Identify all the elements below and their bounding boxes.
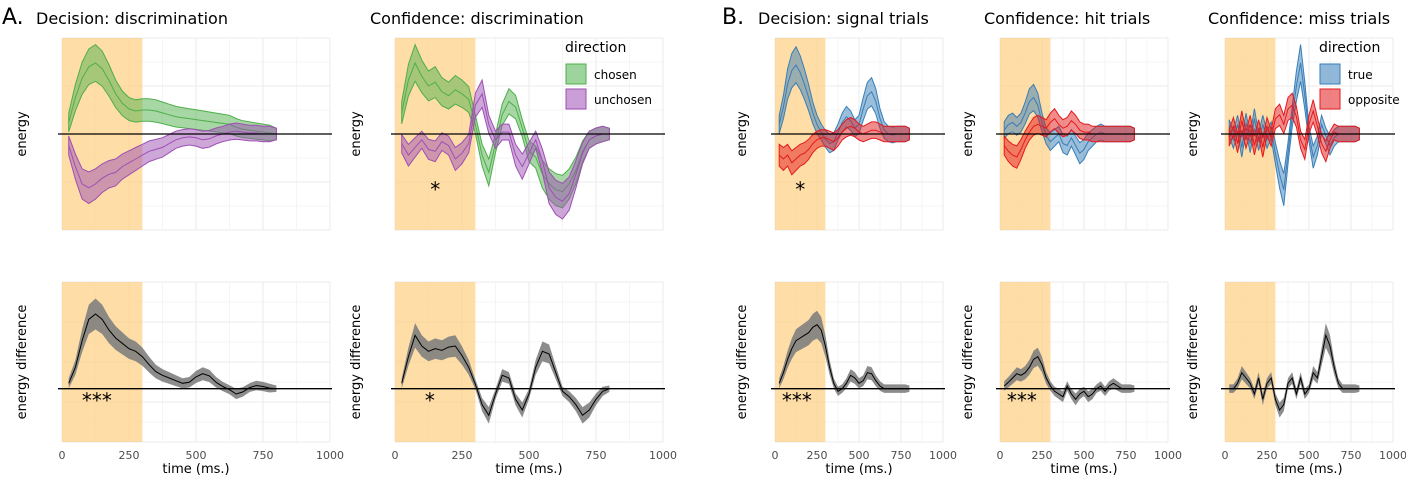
x-tick-label: 1000 xyxy=(929,449,957,462)
x-tick-label: 0 xyxy=(772,449,779,462)
chart-grid: Decision: discrimination energy * Confidenc… xyxy=(15,9,1406,477)
series-line xyxy=(401,92,610,202)
legend-label-true: true xyxy=(1348,68,1373,82)
x-tick-label: 500 xyxy=(849,449,870,462)
y-axis-label: energy xyxy=(735,111,750,157)
chart-panel: * energy difference 0 250 500 750 1000 time (ms… xyxy=(349,281,677,477)
y-axis-label: energy difference xyxy=(735,305,750,420)
series-ribbon xyxy=(401,323,610,424)
series-ribbon xyxy=(1004,347,1135,406)
chart-panel: * Confidence: discrimination energy xyxy=(349,9,665,231)
x-tick-label: 250 xyxy=(452,449,473,462)
y-axis-label: energy xyxy=(1186,111,1201,157)
analysis-window xyxy=(775,282,826,442)
legend-key-chosen xyxy=(565,63,587,85)
significance-annotation: *** xyxy=(82,388,112,412)
x-axis-label: time (ms.) xyxy=(162,462,229,477)
x-tick-label: 750 xyxy=(1341,449,1362,462)
chart-panel: *** energy difference 0 250 500 750 1000 time (… xyxy=(15,281,344,477)
y-axis-label: energy difference xyxy=(961,305,976,420)
chart-panel: Decision: discrimination energy xyxy=(15,9,332,231)
chart-panel: Confidence: hit trials energy xyxy=(961,9,1170,231)
legend-title: direction xyxy=(1319,40,1380,56)
analysis-window xyxy=(1225,282,1276,442)
legend-label-chosen: chosen xyxy=(594,68,637,82)
x-tick-label: 0 xyxy=(59,449,66,462)
panel-title: Decision: discrimination xyxy=(36,9,228,28)
legend-key-true xyxy=(1319,63,1341,85)
legend-label-opposite: opposite xyxy=(1348,93,1400,107)
y-axis-label: energy xyxy=(349,111,364,157)
x-tick-label: 750 xyxy=(253,449,274,462)
x-tick-label: 1000 xyxy=(1154,449,1182,462)
significance-annotation: * xyxy=(795,177,805,201)
x-tick-label: 500 xyxy=(1299,449,1320,462)
significance-annotation: *** xyxy=(782,388,812,412)
x-tick-label: 500 xyxy=(186,449,207,462)
significance-annotation: * xyxy=(425,388,435,412)
y-axis-label: energy difference xyxy=(15,305,30,420)
significance-annotation: * xyxy=(430,177,440,201)
x-tick-label: 0 xyxy=(1222,449,1229,462)
panel-label-b: B. xyxy=(722,5,744,30)
legend-key-opposite xyxy=(1319,88,1341,110)
x-tick-label: 250 xyxy=(1032,449,1053,462)
x-tick-label: 1000 xyxy=(1379,449,1406,462)
chart-panel: Confidence: miss trials energy xyxy=(1186,9,1395,231)
panel-title: Confidence: discrimination xyxy=(370,9,584,28)
x-axis-label: time (ms.) xyxy=(1275,462,1342,477)
panel-title: Decision: signal trials xyxy=(758,9,929,28)
x-tick-label: 500 xyxy=(1074,449,1095,462)
chart-panel: energy difference 0 250 500 750 1000 time (ms.… xyxy=(1186,281,1406,477)
y-axis-label: energy xyxy=(15,111,30,157)
y-axis-label: energy difference xyxy=(1186,305,1201,420)
series-ribbon xyxy=(1003,107,1135,169)
x-tick-label: 500 xyxy=(519,449,540,462)
x-tick-label: 250 xyxy=(1257,449,1278,462)
series-ribbon xyxy=(401,78,610,220)
legend-discrimination: direction chosen unchosen xyxy=(565,40,652,110)
significance-annotation: *** xyxy=(1007,388,1037,412)
x-tick-label: 750 xyxy=(1116,449,1137,462)
x-tick-label: 250 xyxy=(119,449,140,462)
x-tick-label: 0 xyxy=(392,449,399,462)
legend-label-unchosen: unchosen xyxy=(594,93,652,107)
y-axis-label: energy difference xyxy=(349,305,364,420)
x-axis-label: time (ms.) xyxy=(825,462,892,477)
x-tick-label: 1000 xyxy=(649,449,677,462)
chart-panel: *** energy difference 0 250 500 750 1000 time (… xyxy=(961,281,1182,477)
series-line xyxy=(401,334,610,417)
x-axis-label: time (ms.) xyxy=(495,462,562,477)
x-tick-label: 0 xyxy=(997,449,1004,462)
panel-title: Confidence: hit trials xyxy=(984,9,1150,28)
legend-signal: direction true opposite xyxy=(1319,40,1400,110)
x-tick-label: 750 xyxy=(586,449,607,462)
y-axis-label: energy xyxy=(961,111,976,157)
legend-title: direction xyxy=(565,40,626,56)
series-line xyxy=(68,130,277,189)
x-tick-label: 250 xyxy=(807,449,828,462)
x-tick-label: 750 xyxy=(891,449,912,462)
x-tick-label: 1000 xyxy=(316,449,344,462)
series-ribbon xyxy=(68,122,277,205)
chart-panel: * Decision: signal trials energy xyxy=(735,9,945,231)
series-line xyxy=(1003,355,1135,401)
x-axis-label: time (ms.) xyxy=(1050,462,1117,477)
series-ribbon xyxy=(778,116,910,176)
series-line xyxy=(1229,333,1360,411)
panel-label-a: A. xyxy=(2,5,24,30)
legend-key-unchosen xyxy=(565,88,587,110)
series-line xyxy=(68,313,277,395)
panel-title: Confidence: miss trials xyxy=(1208,9,1390,28)
chart-panel: *** energy difference 0 250 500 750 1000 time (… xyxy=(735,281,957,477)
series-ribbon xyxy=(779,310,910,396)
